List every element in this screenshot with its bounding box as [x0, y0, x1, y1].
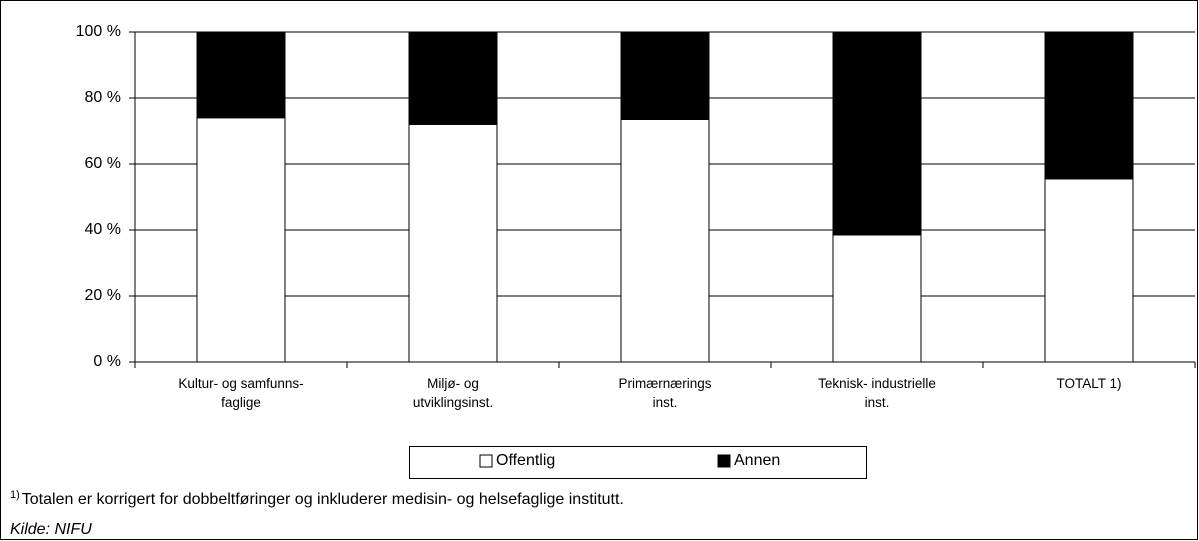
y-tick-label: 80 %: [85, 89, 121, 106]
x-tick-line: Teknisk- industrielle: [818, 376, 936, 391]
bar-segment: [1044, 31, 1134, 180]
y-tick-label: 60 %: [85, 155, 121, 172]
x-tick-label: TOTALT 1): [1056, 376, 1121, 391]
x-tick-line: inst.: [653, 395, 678, 410]
y-tick-label: 20 %: [85, 287, 121, 304]
x-tick-line: faglige: [221, 395, 261, 410]
source: Kilde: NIFU: [10, 521, 92, 538]
bar-segment: [620, 31, 710, 120]
x-tick-label: Miljø- og utviklingsinst.: [413, 376, 493, 410]
bar-segment: [1044, 178, 1134, 363]
legend-swatch: [479, 454, 493, 468]
legend-swatch: [717, 454, 731, 468]
footnote: 1) Totalen er korrigert for dobbeltføring…: [10, 489, 624, 508]
x-tick-label: Teknisk- industrielle inst.: [818, 376, 936, 410]
x-tick-line: Primærnærings: [618, 376, 711, 391]
legend-label: Offentlig: [496, 452, 555, 469]
footnote-marker: 1): [10, 489, 20, 501]
y-tick-label: 40 %: [85, 221, 121, 238]
bar-segment: [196, 117, 286, 363]
x-tick-line: Kultur- og samfunns-: [178, 376, 303, 391]
bar-segment: [196, 31, 286, 119]
x-tick-label: Kultur- og samfunns-faglige: [178, 376, 303, 410]
legend-label: Annen: [734, 452, 780, 469]
bar-segment: [408, 123, 498, 363]
x-tick-line: Miljø- og: [427, 376, 479, 391]
bar-segment: [832, 31, 922, 236]
bar-segment: [620, 118, 710, 363]
x-tick-label: Primærnærings inst.: [618, 376, 711, 410]
footnote-text: Totalen er korrigert for dobbeltføringer…: [22, 491, 624, 508]
legend-box: [409, 446, 867, 479]
bar-segment: [408, 31, 498, 125]
x-tick-line: inst.: [865, 395, 890, 410]
y-tick-label: 0 %: [93, 353, 121, 370]
x-tick-line: TOTALT 1): [1056, 376, 1121, 391]
y-tick-label: 100 %: [76, 23, 121, 40]
x-tick-line: utviklingsinst.: [413, 395, 493, 410]
bar-segment: [832, 234, 922, 363]
